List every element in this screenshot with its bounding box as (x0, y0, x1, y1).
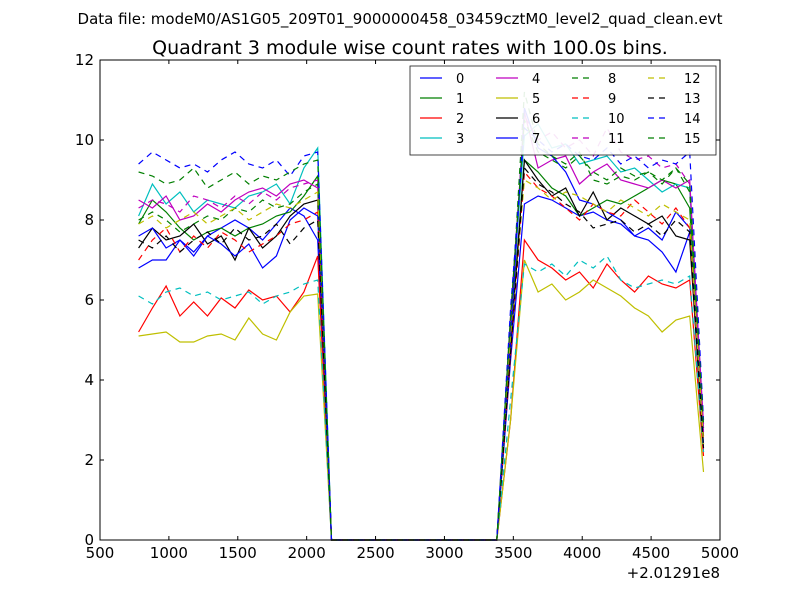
chart-title: Quadrant 3 module wise count rates with … (152, 37, 668, 59)
y-tick-label-0: 0 (84, 531, 94, 549)
legend-label-0: 0 (456, 72, 464, 87)
y-tick-label-2: 4 (84, 371, 94, 389)
x-tick-label-1: 1000 (150, 544, 188, 562)
chart-suptitle: Data file: modeM0/AS1G05_209T01_90000004… (78, 10, 723, 29)
legend-label-11: 11 (608, 132, 625, 147)
series-line-2 (138, 238, 705, 541)
series-line-0 (138, 195, 705, 541)
plot-lines (138, 91, 705, 541)
legend-label-7: 7 (532, 132, 540, 147)
legend-label-2: 2 (456, 112, 464, 127)
x-tick-label-9: 5000 (701, 544, 739, 562)
legend-label-12: 12 (684, 72, 701, 87)
series-line-15 (138, 119, 705, 541)
series-line-4 (138, 111, 705, 541)
y-tick-label-5: 10 (75, 131, 94, 149)
series-line-14 (138, 126, 705, 541)
series-line-11 (138, 113, 705, 541)
legend-label-4: 4 (532, 72, 540, 87)
legend-label-14: 14 (684, 112, 701, 127)
x-tick-label-3: 2000 (288, 544, 326, 562)
x-tick-label-4: 2500 (356, 544, 394, 562)
x-offset-label: +2.01291e8 (627, 564, 720, 582)
series-line-7 (138, 107, 705, 541)
legend-label-15: 15 (684, 132, 701, 147)
legend-label-10: 10 (608, 112, 625, 127)
x-tick-label-0: 500 (86, 544, 115, 562)
legend-label-13: 13 (684, 92, 701, 107)
x-tick-label-7: 4000 (563, 544, 601, 562)
series-line-1 (138, 158, 705, 541)
legend-label-8: 8 (608, 72, 616, 87)
series-line-6 (138, 158, 705, 541)
series-line-3 (138, 123, 705, 541)
series-line-10 (138, 255, 705, 541)
series-line-5 (138, 259, 705, 541)
legend-label-6: 6 (532, 112, 540, 127)
x-tick-label-5: 3000 (425, 544, 463, 562)
x-tick-label-8: 4500 (632, 544, 670, 562)
legend-label-9: 9 (608, 92, 616, 107)
legend-box (409, 65, 717, 156)
y-tick-label-4: 8 (84, 211, 94, 229)
series-line-12 (138, 179, 705, 541)
legend-label-3: 3 (456, 132, 464, 147)
y-tick-label-3: 6 (84, 291, 94, 309)
legend-label-1: 1 (456, 92, 464, 107)
legend-label-5: 5 (532, 92, 540, 107)
y-tick-label-1: 2 (84, 451, 94, 469)
x-tick-label-2: 1500 (219, 544, 257, 562)
x-tick-label-6: 3500 (494, 544, 532, 562)
axis-ticks: 500 1000 1500 2000 2500 3000 3500 4000 4500 5000 0… (75, 51, 739, 562)
y-tick-label-6: 12 (75, 51, 94, 69)
